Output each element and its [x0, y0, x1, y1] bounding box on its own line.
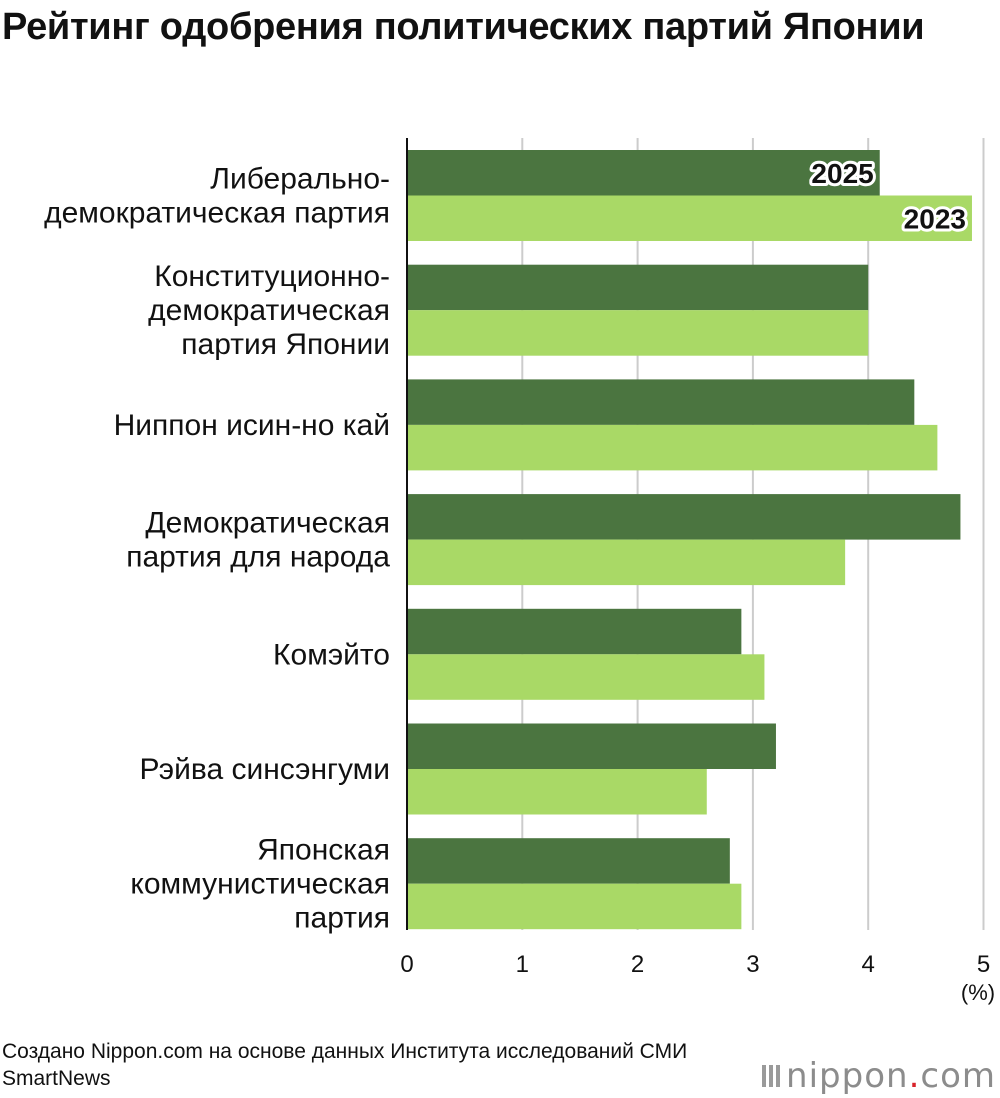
category-label: Либерально-демократическая партия: [44, 163, 390, 230]
category-label-line: Ниппон исин-но кай: [114, 409, 390, 442]
bar-2025-5: [407, 608, 742, 655]
x-unit-label: (%): [961, 980, 995, 1005]
category-label-line: демократическая: [148, 294, 390, 327]
category-label-line: Японская: [257, 834, 390, 867]
category-label-line: Либерально-: [210, 163, 390, 196]
bar-2025-2: [407, 264, 869, 311]
bar-2023-2: [407, 310, 869, 356]
logo-bars-icon: [762, 1065, 781, 1087]
source-note: Создано Nippon.com на основе данных Инст…: [2, 1040, 688, 1090]
bar-2025-7: [407, 838, 730, 884]
bar-2023-5: [407, 654, 765, 700]
bar-2025-3: [407, 379, 915, 425]
category-label-line: партия: [294, 902, 390, 935]
bar-chart: Либерально-демократическая партия Констит…: [44, 138, 995, 1005]
category-label: Комэйто: [273, 638, 390, 671]
logo-text: nippon.com: [786, 1056, 996, 1096]
series-tag-2023: 2023: [904, 203, 966, 234]
bars: [407, 150, 972, 930]
category-label: Конституционно-демократическая партия Япо…: [148, 260, 390, 361]
category-label: Рэйва синсэнгуми: [139, 753, 390, 786]
series-tags: 2025 2023: [808, 155, 969, 238]
tick-label: 3: [746, 951, 759, 978]
tick-labels: 0 1 2 3 4 5(%): [400, 951, 995, 1005]
bar-2023-1: [407, 195, 972, 241]
bar-2025-6: [407, 723, 776, 769]
bar-2025-1: [407, 150, 880, 196]
category-label-line: Демократическая: [145, 507, 390, 540]
category-label-line: партия Японии: [181, 328, 390, 361]
category-label-line: Комэйто: [273, 638, 390, 671]
tick-label: 4: [862, 951, 875, 978]
series-tag-2025: 2025: [811, 158, 873, 189]
tick-label: 0: [400, 951, 413, 978]
category-label: Демократическая партия для народа: [126, 507, 390, 574]
nippon-logo: nippon.com: [762, 1056, 996, 1096]
bar-2023-4: [407, 539, 846, 586]
tick-label: 2: [631, 951, 644, 978]
bar-2025-4: [407, 494, 961, 540]
category-label: Японская коммунистическая партия: [130, 834, 390, 935]
chart-title: Рейтинг одобрения политических партий Яп…: [2, 6, 925, 48]
bar-2023-6: [407, 769, 707, 815]
category-label: Ниппон исин-но кай: [114, 409, 390, 442]
bar-2023-7: [407, 883, 742, 930]
category-label-line: Конституционно-: [154, 260, 390, 293]
category-label-line: Рэйва синсэнгуми: [139, 753, 390, 786]
bar-2023-3: [407, 424, 938, 471]
category-label-line: партия для народа: [126, 541, 390, 574]
category-labels: Либерально-демократическая партия Констит…: [44, 163, 390, 935]
category-label-line: демократическая партия: [44, 197, 390, 230]
tick-label: 5: [977, 951, 990, 978]
category-label-line: коммунистическая: [130, 868, 390, 901]
tick-label: 1: [516, 951, 529, 978]
